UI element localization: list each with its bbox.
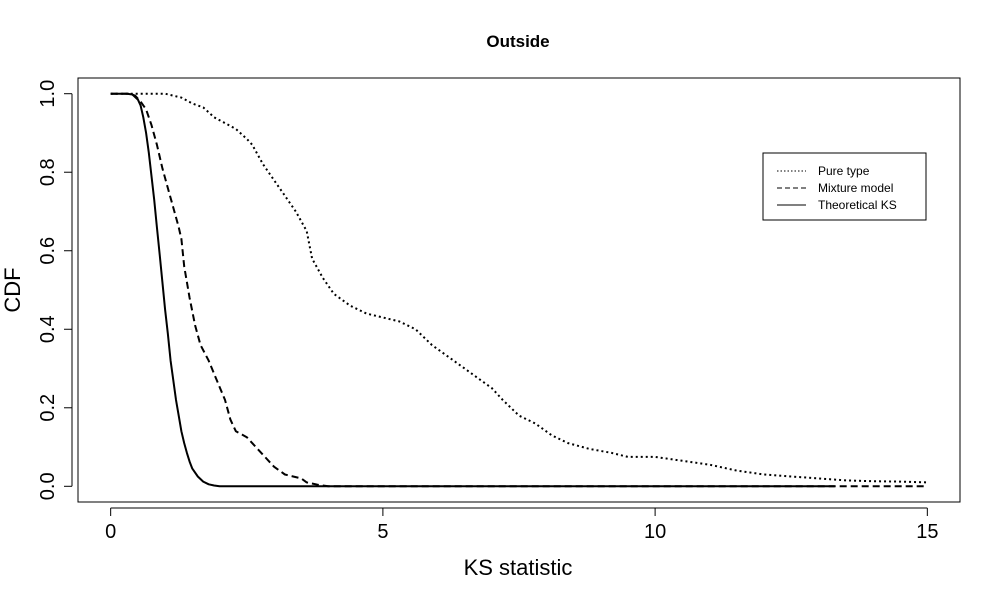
series-layer [110, 92, 928, 488]
series-line-pure-type [110, 92, 928, 484]
x-tick-label: 10 [644, 521, 666, 543]
legend-box [762, 152, 927, 221]
y-tick-label: 0.6 [37, 237, 59, 265]
y-axis-label: CDF [0, 267, 25, 312]
legend-label: Mixture model [818, 181, 893, 195]
legend-label: Pure type [818, 164, 870, 178]
x-tick-label: 0 [105, 521, 116, 543]
chart-title: Outside [486, 32, 549, 51]
series-line-theoretical-ks [110, 92, 835, 488]
legend: Pure type Mixture model Theoretical KS [762, 152, 927, 221]
y-tick-label: 0.8 [37, 158, 59, 186]
y-axis: 0.0 0.2 0.4 0.6 0.8 1.0 [37, 80, 73, 500]
x-tick-label: 15 [916, 521, 938, 543]
legend-label: Theoretical KS [818, 198, 897, 212]
x-tick-label: 5 [377, 521, 388, 543]
y-tick-label: 0.4 [37, 315, 59, 343]
y-tick-label: 1.0 [37, 80, 59, 108]
x-axis-label: KS statistic [464, 555, 573, 580]
x-axis: 0 5 10 15 [105, 507, 938, 543]
plot-frame [77, 77, 961, 503]
y-tick-label: 0.2 [37, 394, 59, 422]
y-tick-label: 0.0 [37, 472, 59, 500]
